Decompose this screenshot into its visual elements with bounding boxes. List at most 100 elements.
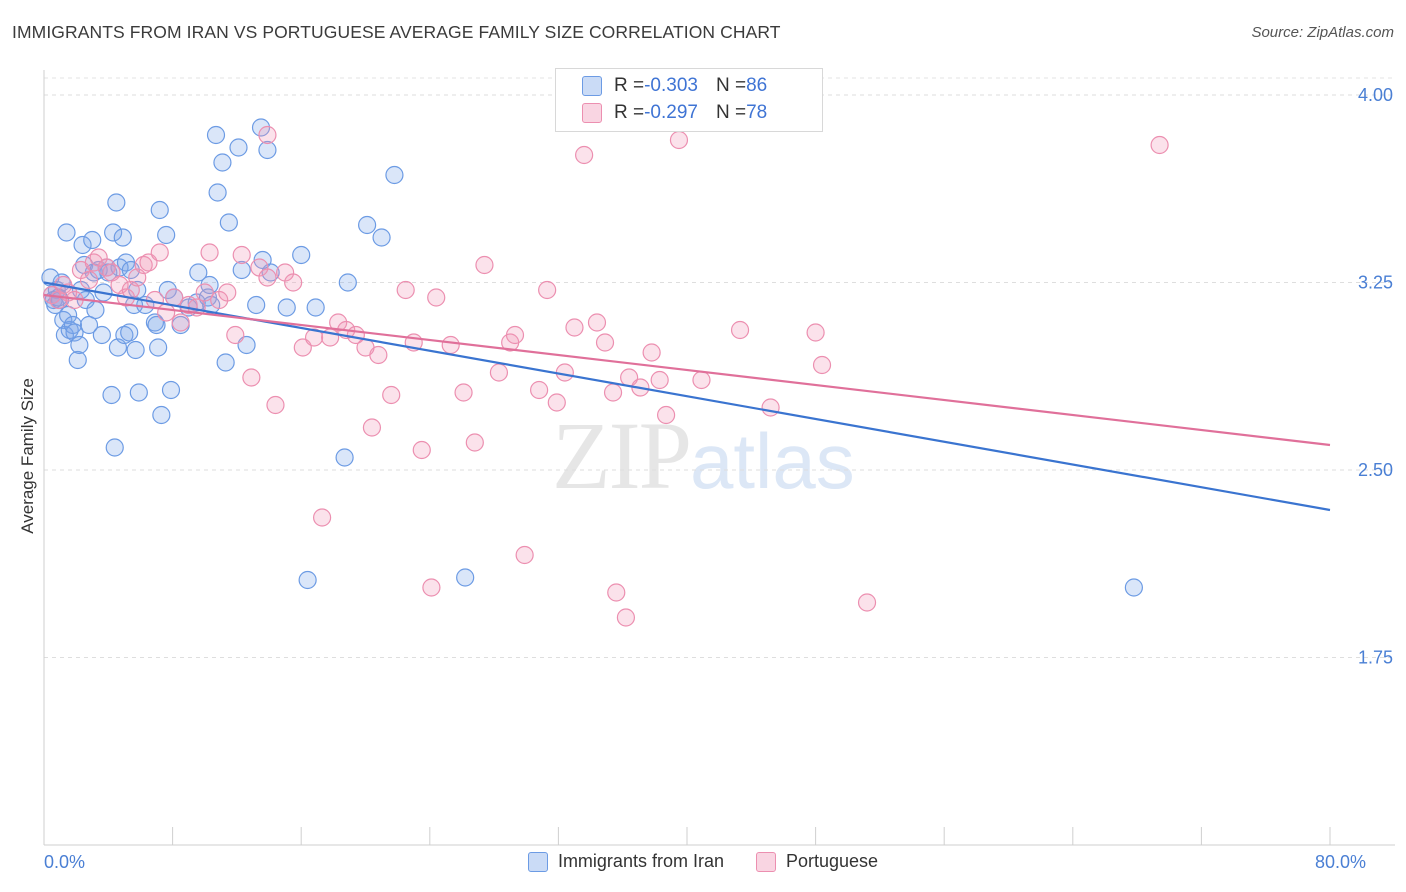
iran-point	[120, 323, 139, 342]
y-tick-labels: 1.75 2.50 3.25 4.00	[1358, 85, 1393, 668]
portuguese-point	[200, 243, 219, 262]
iran-point	[247, 295, 266, 315]
portuguese-point	[538, 280, 557, 300]
portuguese-point	[642, 343, 661, 362]
legend-n-value: 78	[746, 102, 768, 123]
portuguese-point	[304, 328, 324, 347]
iran-point	[232, 260, 251, 280]
iran-point	[216, 353, 235, 372]
legend-item-portuguese[interactable]: Portuguese	[755, 851, 879, 872]
portuguese-point	[475, 255, 494, 275]
portuguese-point	[266, 395, 285, 415]
iran-point	[229, 138, 248, 157]
portuguese-point	[465, 433, 484, 452]
iran-point	[129, 383, 148, 402]
grid-lines	[44, 77, 1395, 658]
axes	[43, 70, 1395, 846]
portuguese-point	[454, 383, 473, 402]
portuguese-point	[218, 283, 237, 302]
iran-point	[68, 350, 87, 370]
iran-point	[157, 225, 176, 245]
portuguese-point	[603, 383, 623, 402]
iran-point	[206, 125, 226, 145]
x-tick-label-min: 0.0%	[44, 852, 86, 872]
portuguese-point	[97, 258, 116, 277]
portuguese-point	[575, 145, 594, 165]
legend-label-iran: Immigrants from Iran	[557, 851, 724, 871]
iran-point	[161, 380, 181, 400]
portuguese-point	[312, 508, 332, 527]
iran-point	[73, 235, 92, 255]
iran-point	[54, 310, 73, 330]
portuguese-point	[150, 243, 169, 262]
portuguese-point	[489, 363, 509, 382]
iran-point	[60, 320, 79, 340]
x-tick-label-max: 80.0%	[1314, 852, 1366, 872]
chart-title: IMMIGRANTS FROM IRAN VS PORTUGUESE AVERA…	[12, 22, 781, 42]
legend-item-iran[interactable]: Immigrants from Iran	[527, 851, 724, 872]
iran-point	[57, 223, 76, 242]
portuguese-point	[657, 405, 676, 425]
data-points	[41, 118, 1169, 627]
iran-point	[372, 228, 391, 247]
legend-row-portuguese: R = -0.297 N = 78	[582, 100, 767, 126]
iran-point	[277, 298, 296, 317]
portuguese-point	[258, 268, 277, 287]
portuguese-point	[258, 125, 277, 145]
iran-point	[251, 118, 271, 137]
iran-point	[1124, 578, 1143, 597]
portuguese-point	[530, 380, 549, 400]
portuguese-point	[505, 325, 525, 345]
iran-point	[158, 280, 177, 300]
portuguese-point	[650, 370, 669, 390]
iran-point	[385, 165, 404, 185]
iran-point	[208, 183, 227, 202]
legend-swatch-iran	[527, 851, 548, 872]
portuguese-point	[587, 313, 607, 332]
trend-lines	[43, 281, 1331, 512]
portuguese-point	[79, 270, 99, 290]
iran-point	[306, 298, 325, 317]
iran-point	[298, 570, 317, 590]
iran-point	[107, 193, 126, 212]
portuguese-point	[427, 288, 446, 307]
legend-r-value: -0.297	[644, 102, 698, 123]
iran-point	[104, 223, 123, 242]
iran-point	[147, 315, 166, 335]
legend-n-value: 86	[746, 75, 768, 96]
portuguese-point	[595, 333, 615, 352]
legend-swatch-portuguese	[582, 103, 602, 123]
portuguese-point	[1150, 135, 1169, 155]
legend-r-label: R =	[614, 75, 645, 96]
iran-point	[258, 140, 277, 160]
correlation-legend: R = -0.303 N = 86 R = -0.297 N = 78	[555, 68, 823, 132]
portuguese-point	[857, 593, 877, 612]
iran-point	[113, 228, 132, 247]
portuguese-point	[284, 273, 303, 292]
iran-point	[115, 325, 134, 345]
y-axis-label: Average Family Size	[18, 378, 37, 534]
legend-r-label: R =	[614, 102, 645, 123]
y-tick-label: 4.00	[1358, 85, 1393, 105]
portuguese-point	[232, 245, 251, 265]
iran-point	[70, 335, 89, 355]
portuguese-point	[607, 583, 626, 602]
series-legend: Immigrants from Iran Portuguese	[0, 851, 1406, 872]
iran-point	[79, 315, 99, 335]
iran-point	[358, 215, 377, 235]
iran-point	[59, 305, 78, 325]
legend-row-iran: R = -0.303 N = 86	[582, 73, 767, 99]
portuguese-point	[761, 398, 780, 417]
portuguese-trend-line	[43, 293, 1331, 447]
portuguese-point	[195, 283, 214, 302]
portuguese-point	[382, 385, 401, 405]
source-label: Source: ZipAtlas.com	[1251, 24, 1394, 41]
legend-swatch-iran	[582, 76, 602, 96]
iran-point	[456, 568, 475, 587]
iran-point	[105, 438, 124, 457]
portuguese-point	[515, 545, 534, 565]
legend-label-portuguese: Portuguese	[785, 851, 879, 871]
iran-point	[213, 153, 232, 172]
iran-point	[292, 245, 311, 265]
portuguese-point	[692, 370, 711, 390]
